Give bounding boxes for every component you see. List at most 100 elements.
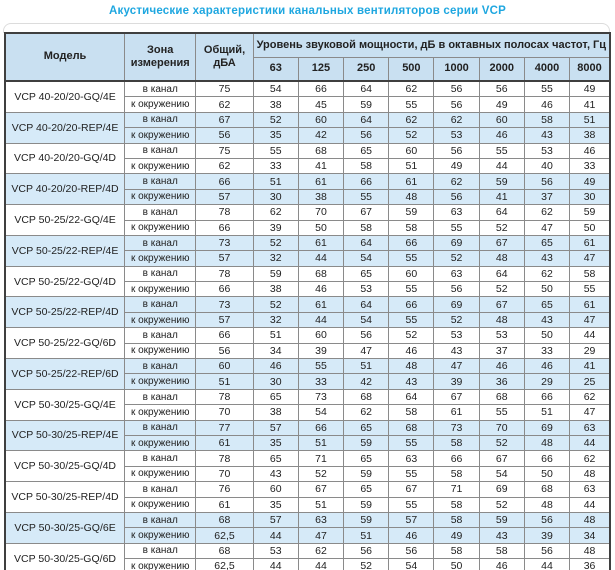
zone-cell-ambient: к окружению [124, 496, 197, 513]
level-cell: 63 [569, 419, 611, 436]
level-cell: 65 [343, 450, 390, 467]
model-cell: VCP 50-25/22-REP/6D [4, 358, 126, 390]
model-cell: VCP 50-30/25-REP/4E [4, 419, 126, 452]
level-cell: 44 [569, 327, 611, 344]
model-cell: VCP 50-25/22-REP/4E [4, 234, 126, 267]
level-cell: 41 [569, 358, 611, 375]
level-cell: 60 [252, 481, 299, 498]
model-cell: VCP 40-20/20-REP/4E [4, 111, 126, 144]
level-cell: 56 [433, 80, 480, 98]
level-cell: 60 [297, 111, 345, 129]
zone-cell-ambient: к окружению [124, 558, 197, 570]
level-cell: 65 [343, 142, 390, 159]
level-cell: 64 [343, 234, 390, 252]
level-cell: 60 [297, 327, 345, 344]
header-total: Общий, дБА [195, 32, 254, 82]
total-dba-cell: 75 [195, 142, 254, 159]
level-cell: 67 [478, 234, 525, 252]
total-dba-cell: 73 [195, 296, 254, 313]
level-cell: 56 [388, 542, 435, 560]
level-cell: 51 [297, 434, 345, 452]
level-cell: 65 [252, 388, 299, 406]
zone-cell-ambient: к окружению [124, 127, 197, 144]
header-zone: Зона измерения [124, 32, 197, 82]
level-cell: 71 [297, 450, 345, 467]
level-cell: 66 [523, 450, 571, 467]
level-cell: 41 [478, 188, 525, 206]
level-cell: 53 [433, 327, 480, 344]
zone-cell-duct: в канал [124, 111, 197, 129]
level-cell: 39 [433, 373, 480, 390]
level-cell: 49 [478, 96, 525, 113]
level-cell: 59 [343, 496, 390, 513]
zone-cell-ambient: к окружению [124, 188, 197, 206]
model-cell: VCP 50-30/25-GQ/6D [4, 542, 126, 570]
level-cell: 55 [433, 219, 480, 236]
level-cell: 52 [433, 250, 480, 267]
level-cell: 50 [433, 558, 480, 570]
model-cell: VCP 50-25/22-REP/4D [4, 296, 126, 329]
header-frequency-500: 500 [388, 57, 435, 82]
level-cell: 54 [388, 558, 435, 570]
level-cell: 52 [388, 327, 435, 344]
level-cell: 51 [523, 404, 571, 421]
zone-cell-duct: в канал [124, 542, 197, 560]
total-dba-cell: 68 [195, 542, 254, 560]
table-row: VCP 50-25/22-GQ/6D в канал 66 51 60 56 52 53 53 5… [4, 327, 611, 360]
model-cell: VCP 50-25/22-GQ/4D [4, 265, 126, 298]
level-cell: 33 [569, 157, 611, 175]
level-cell: 43 [523, 250, 571, 267]
level-cell: 42 [343, 373, 390, 390]
level-cell: 51 [569, 111, 611, 129]
level-cell: 62 [523, 204, 571, 221]
level-cell: 57 [252, 511, 299, 529]
total-dba-cell: 66 [195, 281, 254, 298]
level-cell: 61 [569, 234, 611, 252]
zone-cell-ambient: к окружению [124, 404, 197, 421]
level-cell: 33 [523, 342, 571, 360]
total-dba-cell: 70 [195, 404, 254, 421]
level-cell: 66 [433, 450, 480, 467]
level-cell: 62 [569, 388, 611, 406]
total-dba-cell: 66 [195, 219, 254, 236]
level-cell: 55 [388, 96, 435, 113]
level-cell: 56 [478, 80, 525, 98]
level-cell: 52 [252, 296, 299, 313]
level-cell: 62 [252, 204, 299, 221]
level-cell: 64 [343, 111, 390, 129]
level-cell: 62 [297, 542, 345, 560]
level-cell: 46 [478, 127, 525, 144]
level-cell: 58 [478, 542, 525, 560]
zone-cell-duct: в канал [124, 265, 197, 283]
level-cell: 38 [252, 96, 299, 113]
level-cell: 67 [433, 388, 480, 406]
level-cell: 53 [343, 281, 390, 298]
level-cell: 43 [478, 527, 525, 544]
level-cell: 58 [433, 511, 480, 529]
level-cell: 60 [388, 265, 435, 283]
level-cell: 57 [388, 511, 435, 529]
total-dba-cell: 73 [195, 234, 254, 252]
level-cell: 51 [343, 527, 390, 544]
header-model: Модель [4, 32, 126, 82]
table-row: VCP 40-20/20-REP/4E в канал 67 52 60 64 62 62 60… [4, 111, 611, 144]
level-cell: 56 [523, 173, 571, 190]
total-dba-cell: 57 [195, 188, 254, 206]
level-cell: 52 [478, 496, 525, 513]
header-frequency-125: 125 [297, 57, 345, 82]
level-cell: 64 [478, 265, 525, 283]
level-cell: 51 [343, 358, 390, 375]
level-cell: 62 [388, 111, 435, 129]
level-cell: 59 [343, 434, 390, 452]
total-dba-cell: 62 [195, 96, 254, 113]
level-cell: 62 [388, 80, 435, 98]
level-cell: 53 [433, 127, 480, 144]
level-cell: 59 [252, 265, 299, 283]
level-cell: 52 [343, 558, 390, 570]
table-row: к окружению 51 30 33 42 43 39 36 29 25 [5, 373, 611, 390]
level-cell: 58 [388, 219, 435, 236]
total-dba-cell: 66 [195, 327, 254, 344]
zone-cell-duct: в канал [124, 388, 197, 406]
level-cell: 55 [297, 358, 345, 375]
level-cell: 38 [569, 127, 611, 144]
